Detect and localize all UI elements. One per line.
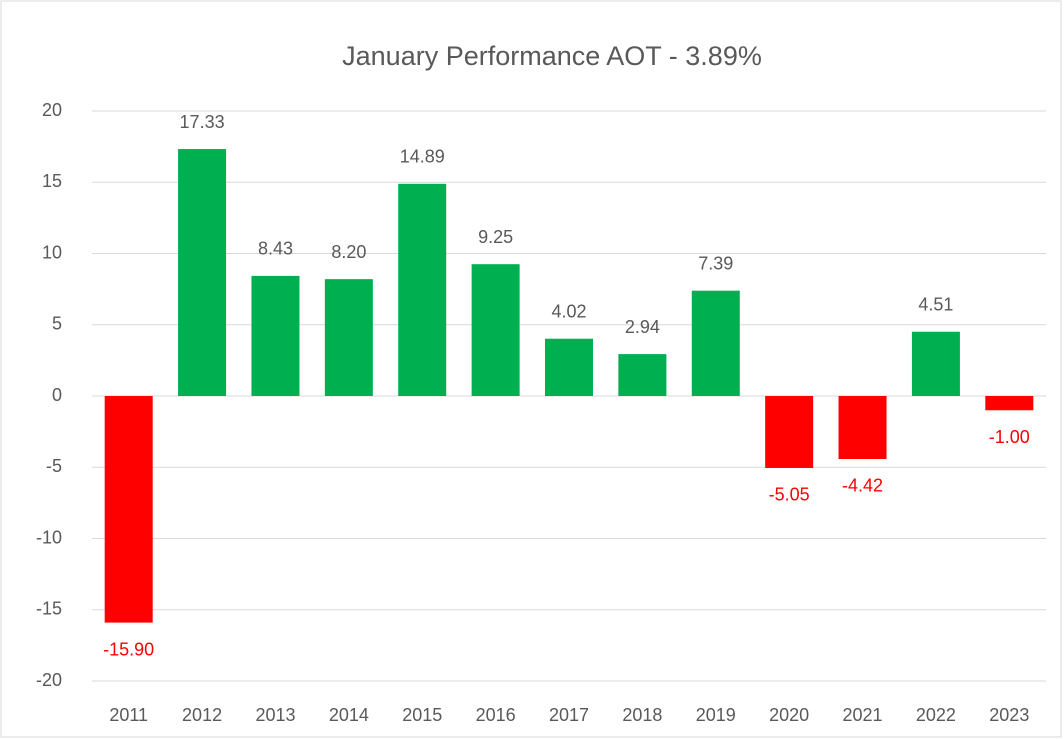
y-tick-label: 15 bbox=[42, 171, 62, 191]
bar bbox=[545, 338, 593, 396]
x-tick-label: 2017 bbox=[549, 705, 589, 725]
y-tick-label: 20 bbox=[42, 100, 62, 120]
x-tick-label: 2018 bbox=[622, 705, 662, 725]
bar bbox=[765, 396, 814, 468]
data-label: 7.39 bbox=[698, 253, 733, 273]
data-label: 2.94 bbox=[625, 317, 660, 337]
x-tick-label: 2021 bbox=[843, 705, 883, 725]
data-label: 9.25 bbox=[478, 227, 513, 247]
data-label: 17.33 bbox=[180, 112, 225, 132]
bar bbox=[618, 354, 667, 396]
x-tick-label: 2020 bbox=[769, 705, 809, 725]
data-label: 8.20 bbox=[331, 242, 366, 262]
x-tick-label: 2013 bbox=[255, 705, 295, 725]
x-tick-label: 2011 bbox=[109, 705, 148, 725]
data-label: 4.51 bbox=[918, 294, 953, 314]
chart-title: January Performance AOT - 3.89% bbox=[342, 41, 762, 71]
bar bbox=[985, 396, 1034, 411]
bar bbox=[911, 331, 960, 396]
data-label: -4.42 bbox=[842, 476, 883, 496]
x-tick-label: 2016 bbox=[476, 705, 516, 725]
y-tick-label: 10 bbox=[42, 242, 62, 262]
bar bbox=[251, 275, 300, 396]
bar bbox=[104, 396, 153, 623]
x-tick-label: 2023 bbox=[989, 705, 1029, 725]
data-label: -15.90 bbox=[103, 639, 154, 659]
bar bbox=[398, 183, 447, 396]
y-tick-label: -5 bbox=[46, 456, 62, 476]
data-label: -5.05 bbox=[769, 485, 810, 505]
data-label: 4.02 bbox=[551, 301, 586, 321]
y-tick-label: -10 bbox=[36, 527, 62, 547]
bar bbox=[471, 264, 520, 396]
x-tick-label: 2019 bbox=[696, 705, 736, 725]
bar bbox=[691, 290, 740, 396]
data-label: -1.00 bbox=[989, 427, 1030, 447]
data-label: 14.89 bbox=[400, 147, 445, 167]
bar bbox=[178, 149, 227, 396]
x-tick-label: 2015 bbox=[402, 705, 442, 725]
y-tick-label: 0 bbox=[52, 385, 62, 405]
x-tick-label: 2012 bbox=[182, 705, 222, 725]
data-label: 8.43 bbox=[258, 239, 293, 259]
bar bbox=[838, 396, 887, 459]
x-tick-label: 2022 bbox=[916, 705, 956, 725]
y-tick-label: 5 bbox=[52, 314, 62, 334]
y-tick-label: -15 bbox=[36, 599, 62, 619]
y-tick-label: -20 bbox=[36, 670, 62, 690]
x-tick-label: 2014 bbox=[329, 705, 369, 725]
bar bbox=[324, 279, 373, 396]
